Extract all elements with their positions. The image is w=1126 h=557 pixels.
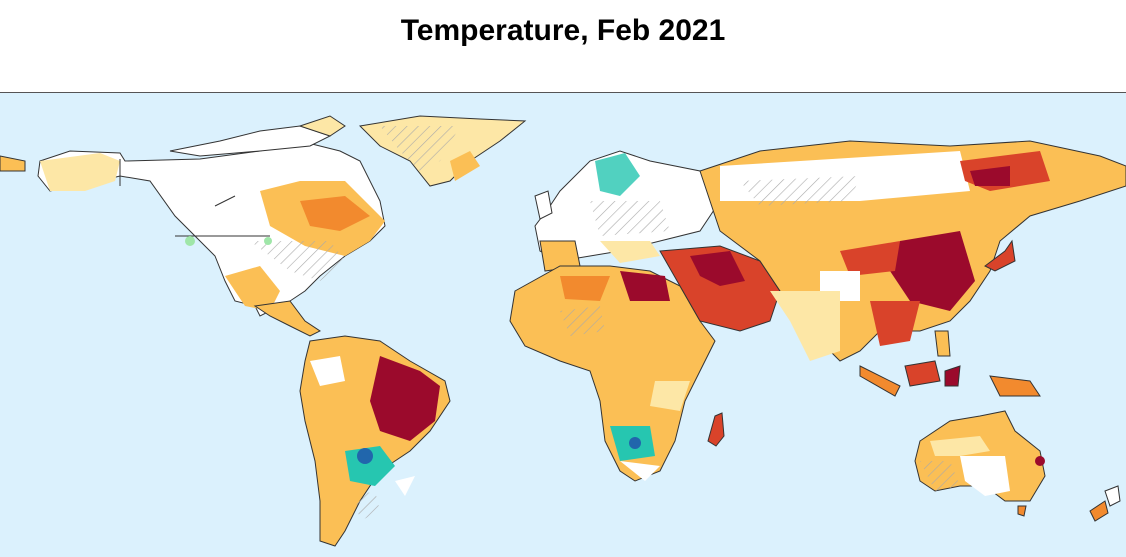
australia <box>914 410 1046 517</box>
greenland <box>358 115 527 187</box>
asia <box>699 140 1126 362</box>
maritime-se-asia <box>859 330 1041 397</box>
middle-east <box>659 245 781 332</box>
world-map <box>0 92 1126 557</box>
east-russia-aleutian <box>0 155 26 172</box>
south-america <box>299 335 451 547</box>
africa <box>509 265 725 482</box>
map-title: Temperature, Feb 2021 <box>400 14 726 47</box>
north-america <box>37 115 386 337</box>
map-canvas <box>0 115 1126 547</box>
new-zealand <box>1089 485 1121 522</box>
europe <box>534 150 721 272</box>
